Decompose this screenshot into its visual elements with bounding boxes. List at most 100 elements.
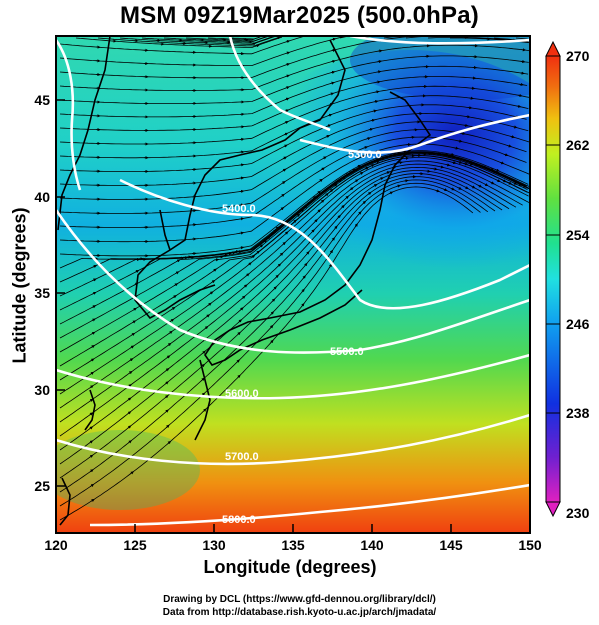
wind-arrow xyxy=(519,82,524,87)
wind-arrow xyxy=(328,263,332,268)
wind-arrow xyxy=(239,189,245,193)
wind-arrow xyxy=(89,398,94,402)
wind-arrow xyxy=(129,358,134,362)
wind-arrow xyxy=(171,306,176,311)
wind-arrow xyxy=(129,471,134,475)
wind-arrow xyxy=(130,332,136,337)
wind-arrow xyxy=(283,144,288,148)
contour-label-5500: 5500.0 xyxy=(330,346,364,358)
wind-arrow xyxy=(334,225,338,230)
wind-arrow xyxy=(507,144,512,148)
wind-arrow xyxy=(170,318,175,322)
streamline xyxy=(59,143,530,243)
wind-arrow xyxy=(520,59,526,64)
wind-arrow xyxy=(245,273,250,277)
wind-arrow xyxy=(461,131,466,136)
wind-arrow xyxy=(329,92,335,96)
wind-arrow xyxy=(465,115,471,119)
streamline xyxy=(59,76,528,131)
wind-arrow xyxy=(89,454,94,458)
wind-arrow xyxy=(469,96,474,100)
wind-arrow xyxy=(241,295,246,300)
wind-arrow xyxy=(239,217,245,221)
streamline xyxy=(119,36,275,45)
wind-arrow xyxy=(404,179,409,183)
wind-arrow xyxy=(377,49,383,53)
wind-arrow xyxy=(454,146,459,150)
wind-arrow xyxy=(130,345,135,349)
wind-arrow xyxy=(385,171,391,175)
streamline xyxy=(59,36,344,66)
wind-arrow xyxy=(285,86,290,90)
wind-arrow xyxy=(337,179,342,183)
wind-arrow xyxy=(277,263,282,267)
wind-arrow xyxy=(168,330,173,334)
wind-arrow xyxy=(134,270,140,274)
wind-arrow xyxy=(484,183,489,187)
wind-arrow xyxy=(376,70,382,74)
wind-arrow xyxy=(333,183,338,187)
wind-arrow xyxy=(270,311,274,315)
chart-title: MSM 09Z19Mar2025 (500.0hPa) xyxy=(120,2,479,29)
wind-arrow xyxy=(502,179,507,183)
wind-arrow xyxy=(243,284,248,288)
y-tick-label: 30 xyxy=(34,382,50,398)
wind-arrow xyxy=(285,51,291,55)
wind-arrow xyxy=(269,232,274,236)
wind-arrow xyxy=(356,164,362,168)
wind-arrow xyxy=(296,213,301,218)
x-axis xyxy=(55,524,531,533)
wind-arrow xyxy=(517,182,523,186)
wind-arrow xyxy=(367,191,372,196)
wind-arrow xyxy=(368,127,374,132)
wind-arrow xyxy=(322,156,327,160)
wind-arrow xyxy=(316,190,321,195)
streamline xyxy=(59,112,529,186)
wind-arrow xyxy=(259,244,264,248)
wind-arrow xyxy=(510,135,515,139)
wind-arrow xyxy=(314,219,318,223)
wind-arrow xyxy=(127,411,132,415)
wind-arrow xyxy=(439,165,445,169)
colorbar-tick-label: 246 xyxy=(566,316,590,332)
wind-arrow xyxy=(326,124,332,128)
wind-arrow xyxy=(370,118,376,122)
colorbar-tick-label: 270 xyxy=(566,48,590,64)
wind-arrow xyxy=(269,324,274,329)
x-tick-label: 120 xyxy=(44,537,68,553)
wind-arrow xyxy=(477,184,483,188)
wind-arrow xyxy=(284,231,289,235)
contour-label-5700: 5700.0 xyxy=(225,451,259,463)
wind-arrow xyxy=(212,268,217,272)
wind-arrow xyxy=(90,358,95,362)
x-axis-label: Longitude (degrees) xyxy=(203,557,377,577)
wind-arrow xyxy=(164,409,169,413)
wind-arrow xyxy=(255,44,260,48)
wind-arrow xyxy=(166,355,171,359)
wind-arrow xyxy=(227,251,233,256)
wind-arrow xyxy=(436,152,442,156)
wind-arrow xyxy=(388,191,394,195)
wind-arrow xyxy=(306,251,310,255)
wind-arrow xyxy=(495,168,500,172)
wind-arrow xyxy=(311,229,315,233)
wind-arrow xyxy=(236,359,240,363)
streamline xyxy=(59,95,529,159)
wind-arrow xyxy=(282,241,286,246)
wind-arrow xyxy=(219,255,224,259)
wind-arrow xyxy=(301,302,305,307)
wind-arrow xyxy=(512,181,518,185)
wind-arrow xyxy=(362,200,367,205)
wind-arrow xyxy=(173,283,179,287)
contour-label-5600: 5600.0 xyxy=(225,388,259,400)
streamline xyxy=(75,36,283,49)
wind-arrow xyxy=(426,169,431,173)
wind-arrow xyxy=(432,167,438,171)
wind-arrow xyxy=(445,163,451,167)
wind-arrow xyxy=(354,179,359,183)
x-tick-label: 145 xyxy=(439,537,463,553)
streamline xyxy=(59,65,529,118)
wind-arrow xyxy=(90,345,95,349)
wind-arrow xyxy=(317,209,321,213)
credit-drawing: Drawing by DCL (https://www.gfd-dennou.o… xyxy=(163,594,436,605)
